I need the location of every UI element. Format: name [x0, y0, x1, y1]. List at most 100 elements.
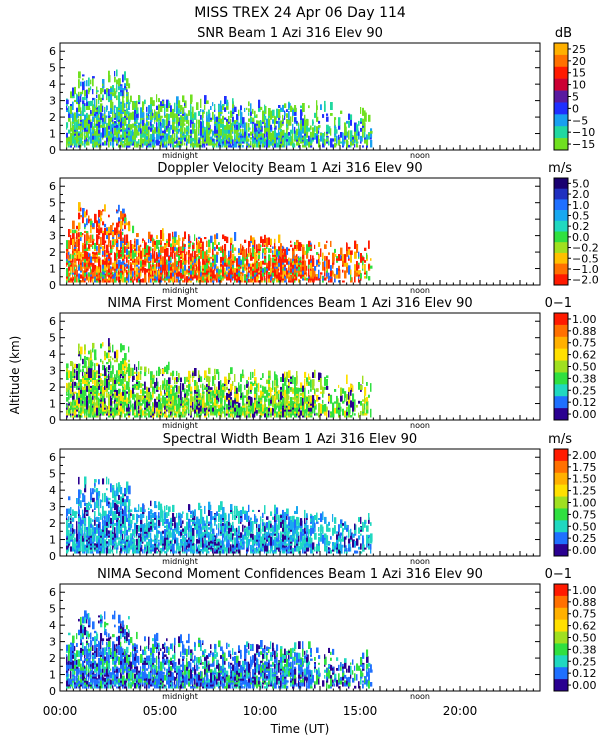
data-gate: [296, 132, 299, 136]
data-gate: [326, 124, 329, 132]
data-gate: [94, 404, 96, 412]
data-gate: [142, 263, 145, 271]
data-gate: [274, 254, 277, 257]
data-gate: [250, 267, 252, 275]
data-gate: [142, 132, 145, 136]
data-gate: [144, 240, 146, 243]
data-gate: [180, 377, 182, 382]
data-gate: [92, 245, 94, 249]
data-gate: [172, 235, 174, 240]
data-gate: [116, 233, 118, 241]
data-gate: [274, 413, 276, 418]
data-gate: [348, 247, 351, 255]
data-gate: [172, 137, 174, 142]
data-gate: [288, 136, 291, 144]
data-gate: [138, 125, 140, 128]
data-gate: [282, 104, 284, 112]
data-gate: [118, 369, 120, 375]
data-gate: [166, 364, 169, 375]
data-gate: [344, 126, 347, 136]
data-gate: [138, 395, 141, 400]
data-gate: [164, 378, 166, 386]
data-gate: [260, 401, 263, 404]
colorbar-segment: [554, 114, 568, 127]
data-gate: [92, 342, 95, 349]
data-gate: [288, 248, 291, 251]
data-gate: [272, 257, 275, 263]
panel-3: NIMA First Moment Confidences Beam 1 Azi…: [49, 296, 597, 430]
data-gate: [252, 269, 255, 277]
data-gate: [82, 88, 84, 95]
data-gate: [156, 122, 158, 126]
data-gate: [328, 126, 331, 134]
data-gate: [164, 104, 166, 112]
data-gate: [358, 270, 361, 275]
data-gate: [136, 246, 138, 251]
data-gate: [88, 272, 90, 275]
data-gate: [198, 389, 200, 396]
data-gate: [220, 380, 222, 388]
data-gate: [214, 246, 216, 251]
data-gate: [116, 250, 119, 257]
data-gate: [284, 405, 287, 408]
data-gate: [222, 406, 225, 410]
data-gate: [68, 370, 71, 375]
data-gate: [86, 101, 88, 106]
data-gate: [130, 240, 132, 247]
data-gate: [174, 141, 176, 144]
data-gate: [256, 120, 258, 124]
data-gate: [314, 402, 316, 406]
data-gate: [168, 272, 170, 277]
data-gate: [282, 264, 285, 267]
data-gate: [282, 114, 284, 122]
colorbar-segment: [554, 78, 568, 91]
data-gate: [202, 113, 204, 116]
data-gate: [106, 362, 109, 365]
data-gate: [94, 363, 96, 371]
data-gate: [196, 255, 198, 261]
data-gate: [216, 253, 218, 263]
data-gate: [148, 368, 150, 374]
data-gate: [200, 249, 203, 259]
data-gate: [296, 135, 299, 140]
data-gate: [228, 250, 230, 257]
data-gate: [188, 382, 190, 390]
data-gate: [232, 131, 234, 134]
data-gate: [286, 268, 288, 271]
data-gate: [128, 254, 130, 257]
data-gate: [156, 122, 158, 132]
data-gate: [122, 232, 124, 236]
data-gate: [100, 259, 102, 265]
colorbar-segment: [554, 210, 568, 222]
data-gate: [364, 136, 366, 140]
data-gate: [180, 272, 183, 279]
data-gate: [106, 105, 108, 110]
data-gate: [68, 229, 70, 238]
data-gate: [292, 129, 294, 134]
data-gate: [260, 384, 262, 388]
data-gate: [232, 400, 235, 408]
data-gate: [150, 269, 153, 275]
data-gate: [276, 277, 279, 283]
data-gate: [68, 129, 71, 134]
data-gate: [92, 253, 94, 257]
data-gate: [178, 373, 180, 378]
data-gate: [248, 386, 250, 390]
data-gate: [264, 412, 266, 416]
data-gate: [354, 274, 356, 283]
data-gate: [112, 272, 114, 275]
data-gate: [114, 252, 116, 259]
data-gate: [350, 254, 352, 263]
data-gate: [124, 392, 127, 400]
data-gate: [308, 395, 310, 402]
y-tick-label: 2: [49, 246, 56, 259]
data-gate: [72, 136, 75, 140]
data-gate: [150, 143, 152, 148]
data-gate: [90, 100, 93, 107]
data-gate: [102, 364, 105, 371]
data-gate: [302, 385, 305, 392]
data-gate: [196, 266, 199, 273]
data-gate: [92, 257, 95, 261]
data-gate: [366, 270, 368, 279]
data-gate: [336, 258, 339, 261]
